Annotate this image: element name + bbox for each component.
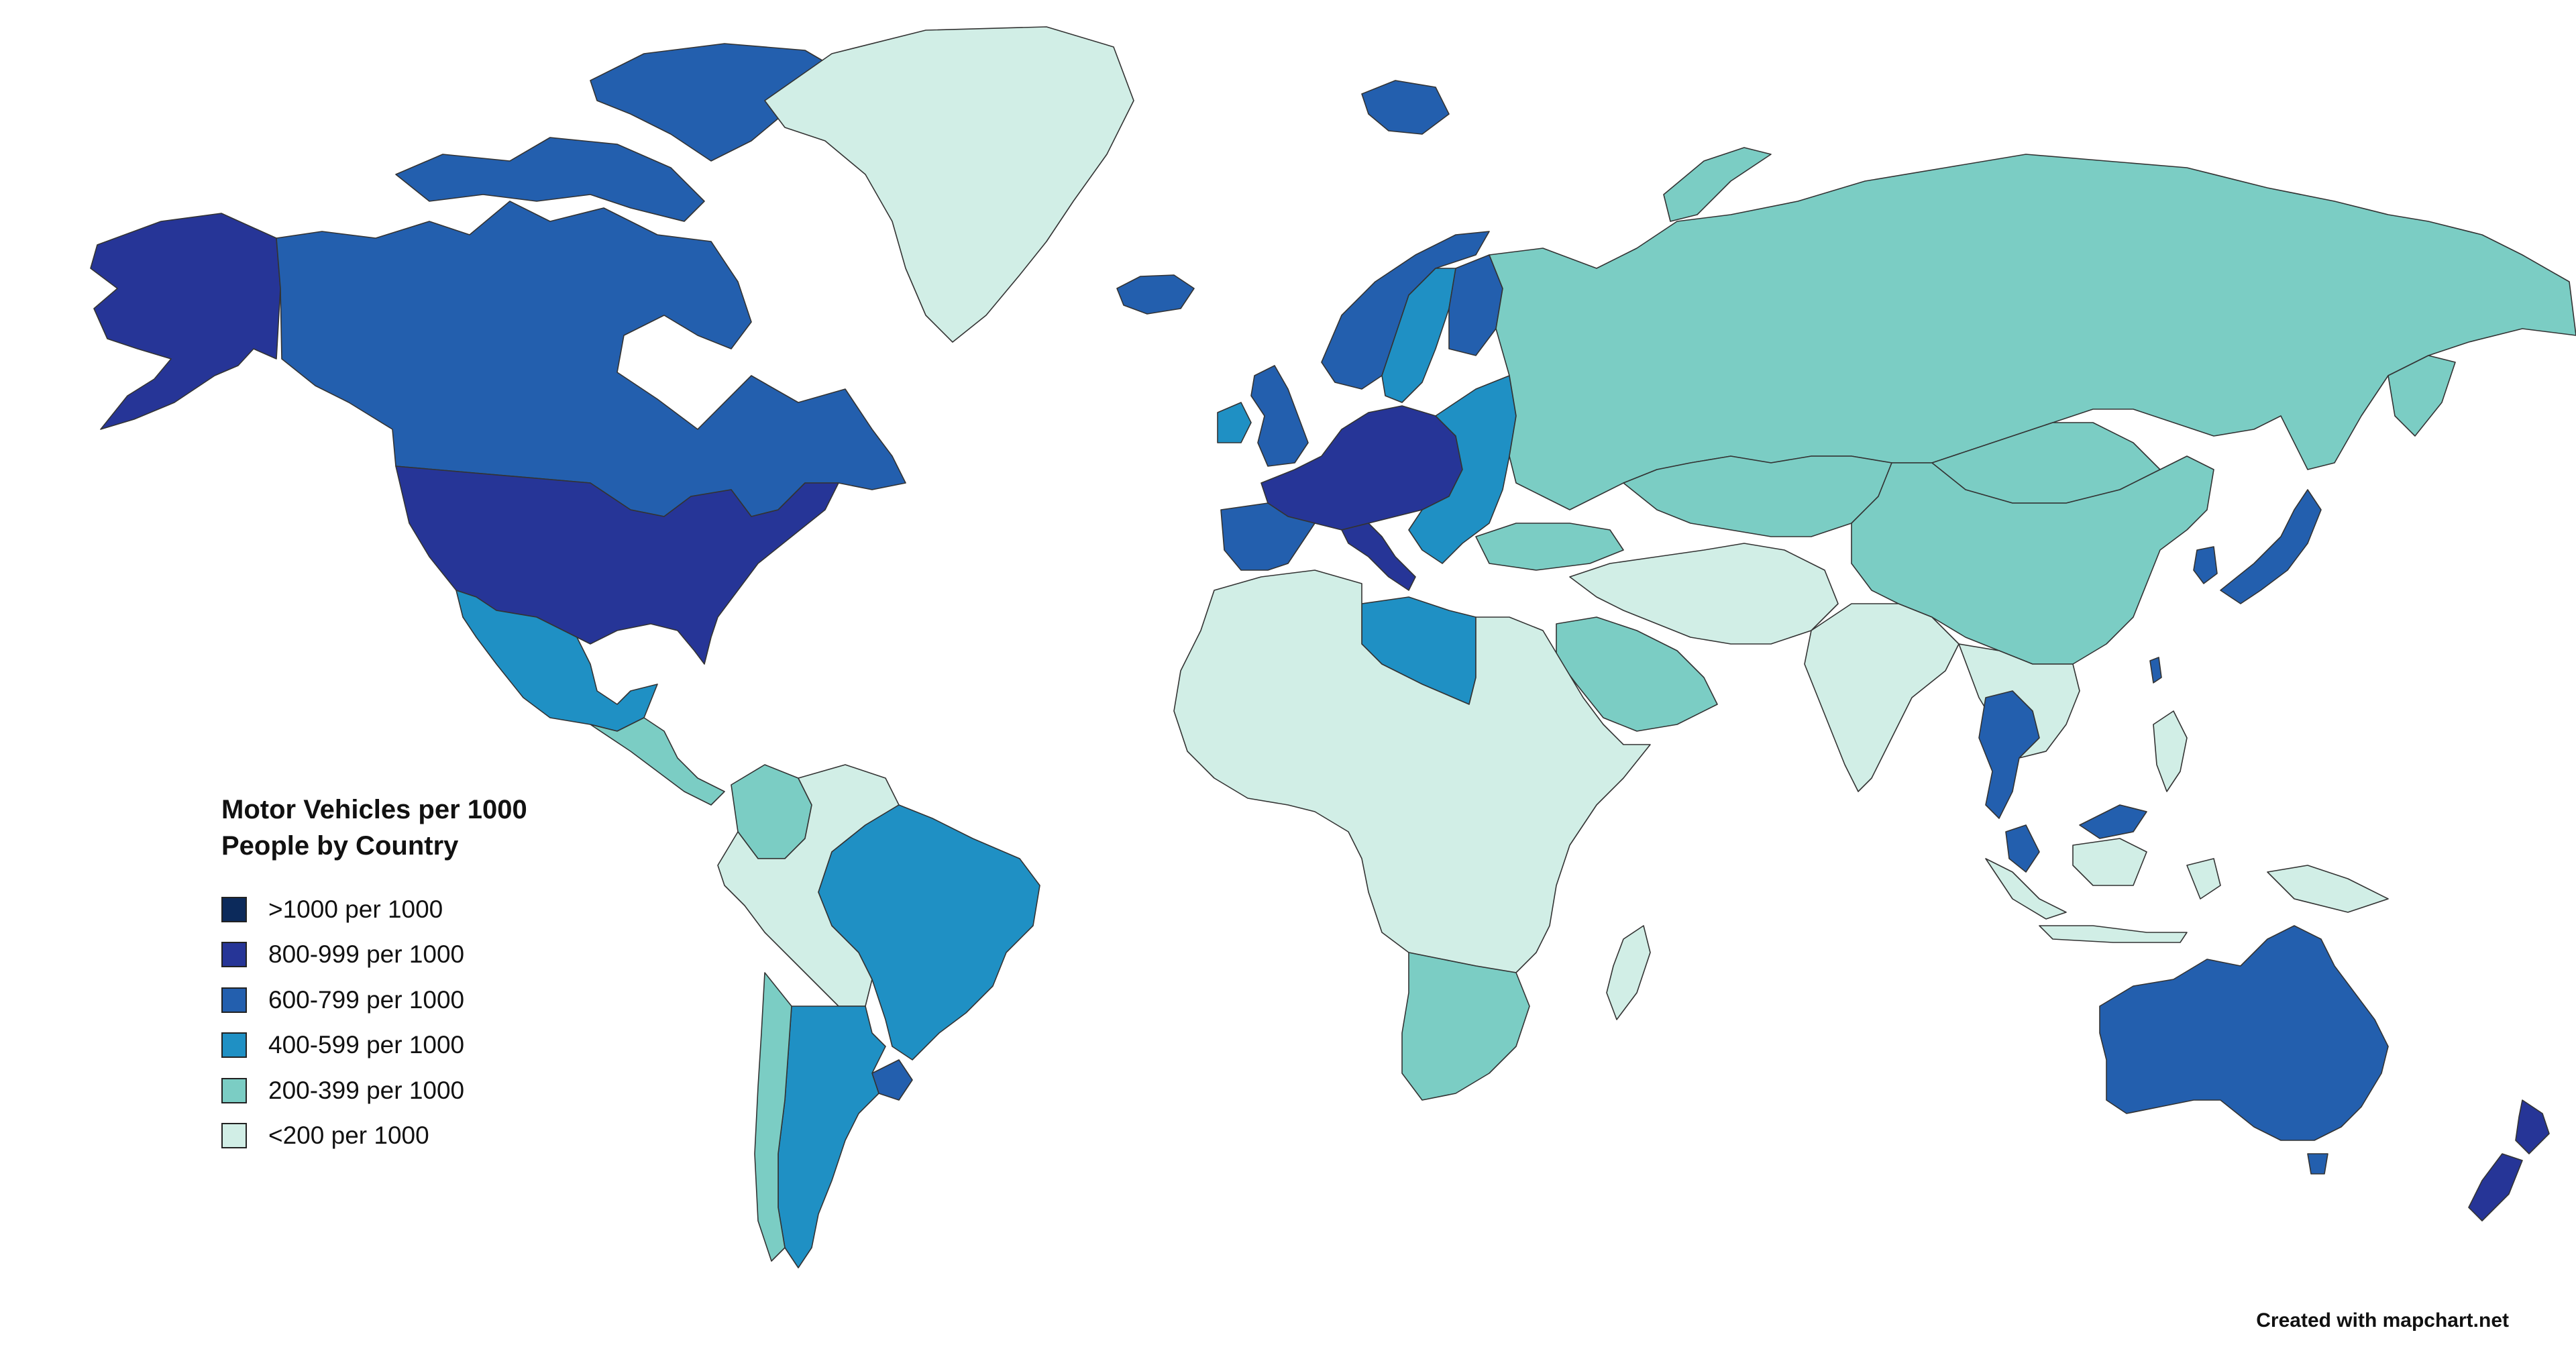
country-australia: Australia (2099, 925, 2389, 1141)
legend-item: 400-599 per 1000 (221, 1023, 637, 1069)
country-turkey: Turkey (1475, 523, 1624, 571)
land-layer: Alaska (USA) Canada Canada Canada Greenl… (90, 26, 2576, 1268)
legend-label: >1000 per 1000 (268, 895, 443, 923)
legend-swatch (221, 987, 247, 1013)
country-finland: Finland (1448, 254, 1503, 356)
legend-swatch (221, 1077, 247, 1103)
country-taiwan: Taiwan (2149, 657, 2162, 684)
legend-swatch (221, 1032, 247, 1059)
country-australia-tasmania: Australia (2307, 1153, 2328, 1175)
country-new-zealand: New Zealand (2468, 1099, 2550, 1222)
country-svalbard: Svalbard (1361, 80, 1450, 135)
country-italy: Italy (1341, 523, 1416, 591)
country-brazil: Brazil (818, 804, 1040, 1061)
country-japan: Japan (2220, 489, 2322, 604)
country-philippines: Southeast Asia (2153, 710, 2188, 792)
legend-item: <200 per 1000 (221, 1114, 637, 1159)
legend-title: Motor Vehicles per 1000 People by Countr… (221, 792, 637, 864)
legend-label: 200-399 per 1000 (268, 1076, 465, 1104)
country-southern-africa: Southern Africa (1401, 952, 1530, 1101)
country-argentina: Argentina (777, 1006, 886, 1268)
country-canada-arctic: Canada (395, 137, 705, 222)
country-malaysia: Malaysia (2005, 804, 2147, 873)
country-china: China (1851, 455, 2214, 665)
legend-label: 800-999 per 1000 (268, 940, 465, 969)
country-south-korea: South Korea (2193, 546, 2218, 584)
country-madagascar: Madagascar (1606, 925, 1651, 1020)
legend-item: 600-799 per 1000 (221, 977, 637, 1023)
country-chile: Chile (754, 972, 792, 1262)
legend-item: 800-999 per 1000 (221, 932, 637, 978)
country-norway: Norway (1321, 231, 1490, 390)
country-iceland: Iceland (1116, 274, 1195, 315)
country-central-america: Central America (590, 717, 725, 806)
legend-title-line2: People by Country (221, 831, 459, 861)
legend-item: >1000 per 1000 (221, 887, 637, 932)
country-greenland: Greenland (764, 26, 1134, 343)
country-canada-arctic-north: Canada (590, 43, 846, 162)
legend-items: >1000 per 1000 800-999 per 1000 600-799 pe… (221, 887, 637, 1158)
legend-swatch (221, 1123, 247, 1149)
country-iberia: Iberia (1220, 502, 1316, 571)
country-alaska: Alaska (USA) (90, 213, 281, 430)
country-ireland: Ireland (1217, 402, 1252, 443)
legend-label: <200 per 1000 (268, 1122, 429, 1150)
map-legend: Motor Vehicles per 1000 People by Countr… (221, 792, 637, 1158)
country-mexico: Mexico (455, 590, 658, 732)
country-saudi-arabia: Saudi Arabia (1556, 616, 1718, 732)
legend-title-line1: Motor Vehicles per 1000 (221, 795, 527, 824)
country-russia-kamchatka: Russia (2387, 355, 2456, 437)
country-united-kingdom: United Kingdom (1250, 365, 1309, 467)
legend-swatch (221, 896, 247, 922)
country-novaya-zemlya: Novaya Zemlya (1663, 147, 1772, 222)
legend-label: 400-599 per 1000 (268, 1031, 465, 1059)
credit-text: Created with mapchart.net (2256, 1309, 2509, 1332)
country-africa: Africa (1173, 569, 1651, 973)
legend-swatch (221, 942, 247, 968)
country-thailand: Thailand (1978, 690, 2040, 819)
country-indonesia: Indonesia (1985, 838, 2389, 943)
country-canada: Canada (276, 201, 906, 517)
legend-item: 200-399 per 1000 (221, 1068, 637, 1114)
country-middle-east: Middle East (1569, 543, 1839, 645)
legend-label: 600-799 per 1000 (268, 985, 465, 1014)
country-india: India (1804, 603, 1960, 792)
